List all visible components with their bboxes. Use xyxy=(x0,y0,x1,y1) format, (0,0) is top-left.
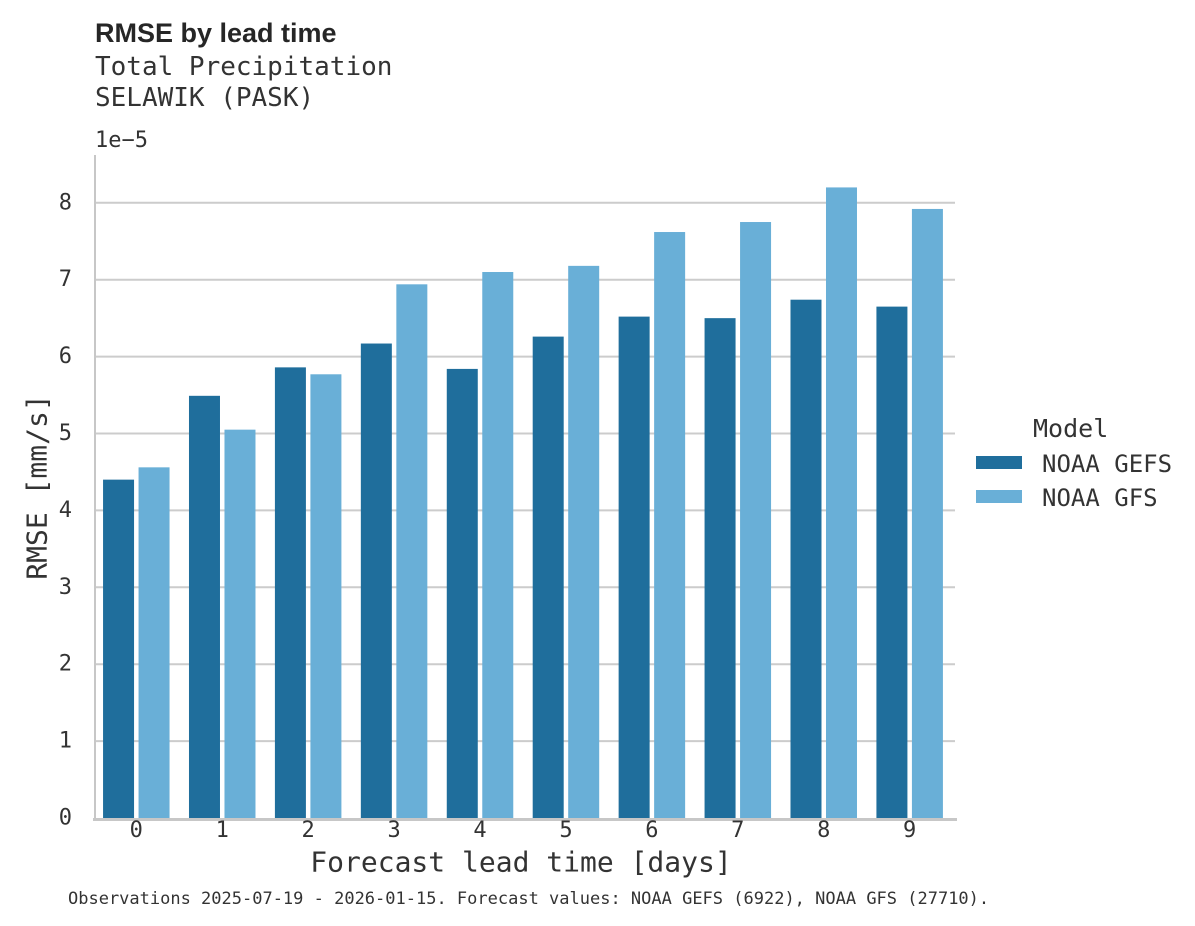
bar-noaa-gefs-lead-7 xyxy=(704,318,736,818)
bar-noaa-gefs-lead-3 xyxy=(360,343,392,818)
bar-noaa-gefs-lead-6 xyxy=(618,316,650,818)
y-tick-label-1: 1 xyxy=(59,729,72,754)
bar-noaa-gefs-lead-2 xyxy=(274,367,306,818)
bar-noaa-gfs-lead-5 xyxy=(568,265,600,818)
bar-noaa-gfs-lead-9 xyxy=(911,208,943,818)
bar-noaa-gfs-lead-8 xyxy=(825,187,857,819)
legend-title: Model xyxy=(1033,414,1109,443)
bar-noaa-gefs-lead-5 xyxy=(532,336,564,818)
x-tick-label-0: 0 xyxy=(130,818,143,843)
y-tick-label-0: 0 xyxy=(59,806,72,831)
bar-noaa-gefs-lead-1 xyxy=(188,395,220,818)
y-tick-label-2: 2 xyxy=(59,652,72,677)
bar-noaa-gefs-lead-9 xyxy=(876,306,908,818)
x-tick-label-5: 5 xyxy=(559,818,572,843)
x-tick-label-6: 6 xyxy=(645,818,658,843)
bar-noaa-gefs-lead-4 xyxy=(446,368,478,818)
x-tick-label-3: 3 xyxy=(387,818,400,843)
page-title: RMSE by lead time xyxy=(95,18,337,48)
x-tick-label-8: 8 xyxy=(817,818,830,843)
bar-noaa-gfs-lead-2 xyxy=(310,374,342,818)
y-tick-label-4: 4 xyxy=(59,498,72,523)
x-tick-label-9: 9 xyxy=(903,818,916,843)
x-axis-title: Forecast lead time [days] xyxy=(310,845,732,879)
x-tick-label-2: 2 xyxy=(302,818,315,843)
bar-noaa-gefs-lead-8 xyxy=(790,299,822,819)
legend-swatch-noaa-gefs xyxy=(976,456,1022,469)
y-tick-label-5: 5 xyxy=(59,421,72,446)
legend-label-noaa-gfs: NOAA GFS xyxy=(1042,484,1158,512)
bar-noaa-gefs-lead-0 xyxy=(103,479,135,818)
y-axis-offset-label: 1e−5 xyxy=(95,128,148,153)
legend-swatch-noaa-gfs xyxy=(976,490,1022,503)
bar-noaa-gfs-lead-1 xyxy=(224,429,256,818)
footer-caption: Observations 2025-07-19 - 2026-01-15. Fo… xyxy=(68,889,990,909)
bar-noaa-gfs-lead-0 xyxy=(138,467,170,818)
bar-noaa-gfs-lead-4 xyxy=(482,272,514,818)
subtitle-variable: Total Precipitation xyxy=(95,52,393,82)
x-tick-label-1: 1 xyxy=(216,818,229,843)
y-tick-label-7: 7 xyxy=(59,267,72,292)
legend-label-noaa-gefs: NOAA GEFS xyxy=(1042,450,1173,478)
y-tick-label-8: 8 xyxy=(59,190,72,215)
y-tick-label-3: 3 xyxy=(59,575,72,600)
bar-noaa-gfs-lead-3 xyxy=(396,284,428,819)
bar-noaa-gfs-lead-7 xyxy=(740,222,772,818)
x-tick-label-7: 7 xyxy=(731,818,744,843)
subtitle-station: SELAWIK (PASK) xyxy=(95,83,315,113)
bar-noaa-gfs-lead-6 xyxy=(654,232,686,819)
x-tick-label-4: 4 xyxy=(473,818,486,843)
y-tick-label-6: 6 xyxy=(59,344,72,369)
